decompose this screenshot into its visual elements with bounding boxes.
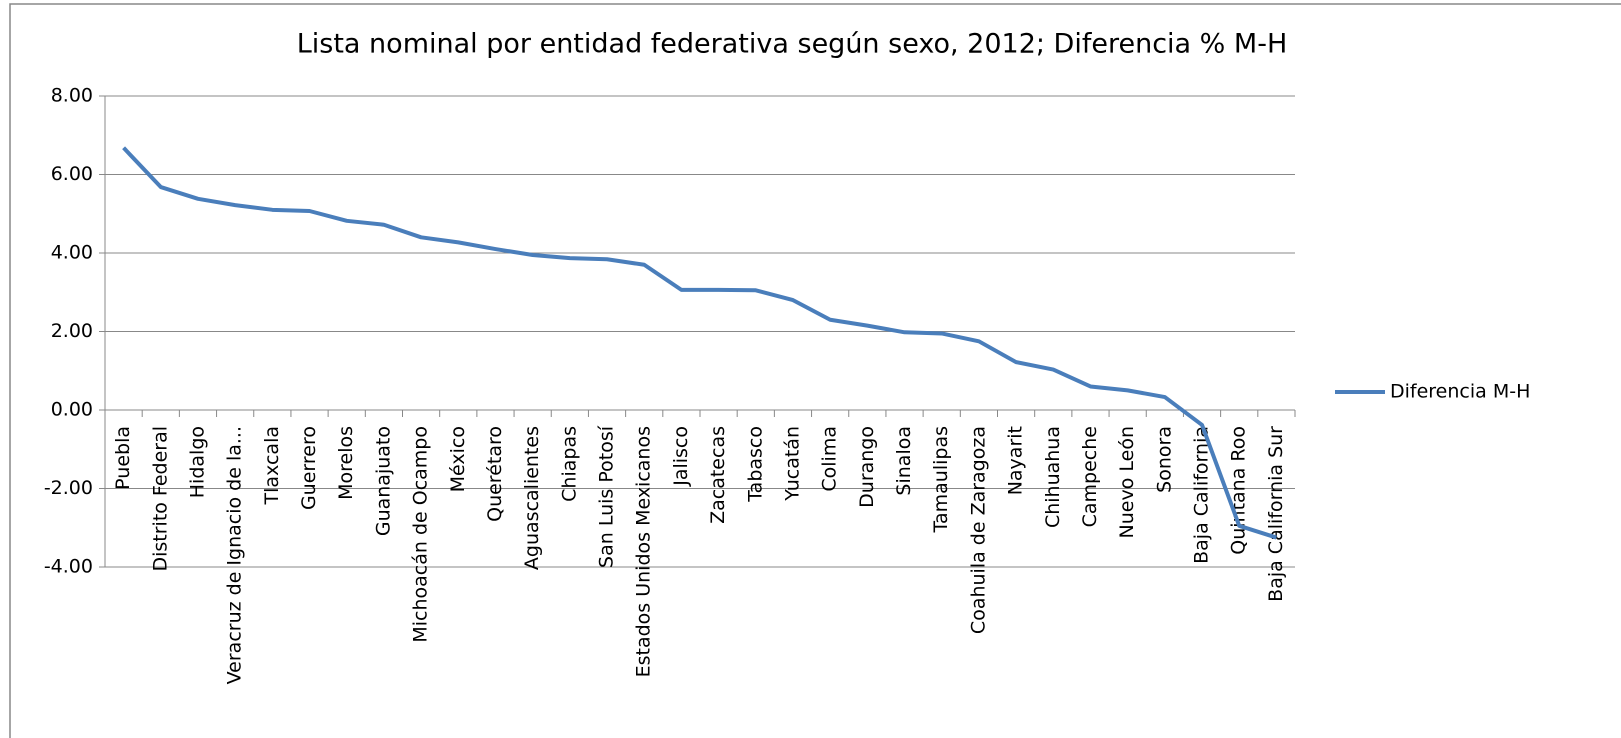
x-tick-label: Coahuila de Zaragoza (967, 426, 989, 634)
x-tick-label: Colima (819, 426, 841, 492)
x-tick-label: Zacatecas (707, 426, 729, 524)
x-tick-label: Jalisco (670, 426, 692, 487)
chart-frame (9, 3, 1621, 738)
x-tick-label: Baja California (1191, 426, 1213, 564)
x-tick-label: San Luis Potosí (596, 425, 618, 568)
x-tick-label: Sonora (1153, 426, 1175, 493)
x-tick-label: Guerrero (298, 426, 320, 510)
x-tick-label: Querétaro (484, 426, 506, 522)
x-tick-label: Quintana Roo (1228, 426, 1250, 555)
x-tick-label: Chiapas (558, 426, 580, 502)
y-tick-label: 6.00 (51, 163, 93, 185)
y-tick-label: -2.00 (44, 477, 93, 499)
x-tick-label: Estados Unidos Mexicanos (633, 426, 655, 677)
x-tick-label: Nuevo León (1116, 426, 1138, 538)
data-line (122, 146, 1278, 540)
x-tick-label: Morelos (335, 426, 357, 500)
x-tick-label: Sinaloa (893, 426, 915, 496)
x-tick-label: Nayarit (1005, 426, 1027, 495)
legend-label: Diferencia M-H (1390, 381, 1530, 403)
x-tick-label: Durango (856, 426, 878, 508)
x-tick-label: Hidalgo (186, 426, 208, 498)
y-tick-label: 0.00 (51, 399, 93, 421)
x-tick-label: Chihuahua (1042, 426, 1064, 528)
y-tick-label: 2.00 (51, 320, 93, 342)
chart-title: Lista nominal por entidad federativa seg… (297, 29, 1288, 60)
x-tick-label: México (447, 426, 469, 492)
x-tick-label: Veracruz de Ignacio de la... (224, 426, 246, 684)
x-tick-label: Puebla (112, 426, 134, 490)
x-tick-label: Michoacán de Ocampo (410, 426, 432, 643)
y-tick-label: -4.00 (44, 556, 93, 578)
y-tick-label: 4.00 (51, 242, 93, 264)
x-tick-label: Baja California Sur (1265, 426, 1287, 602)
x-tick-label: Campeche (1079, 426, 1101, 527)
x-tick-label: Tamaulipas (930, 426, 952, 533)
x-tick-label: Aguascalientes (521, 426, 543, 570)
x-tick-label: Guanajuato (372, 426, 394, 536)
x-tick-label: Yucatán (781, 426, 803, 502)
x-tick-label: Tlaxcala (261, 426, 283, 505)
x-tick-label: Distrito Federal (149, 426, 171, 572)
y-tick-label: 8.00 (51, 85, 93, 107)
x-tick-label: Tabasco (744, 426, 766, 503)
